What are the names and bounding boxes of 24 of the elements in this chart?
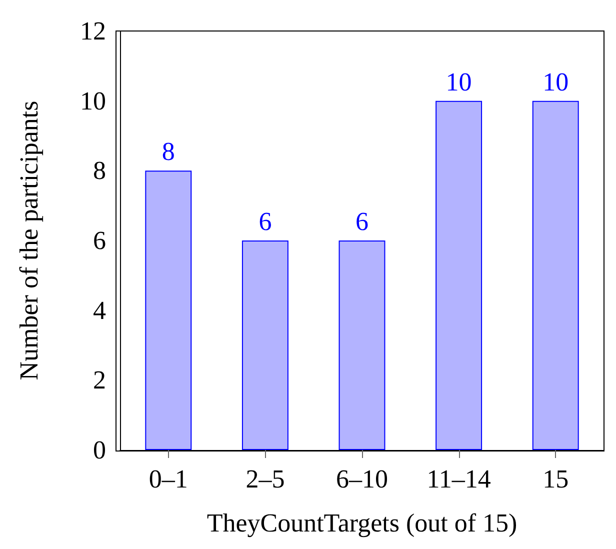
data-label: 6 xyxy=(258,207,272,236)
bar xyxy=(145,170,192,450)
x-tick-label: 11–14 xyxy=(426,464,491,494)
y-axis-title: Number of the participants xyxy=(14,100,44,380)
y-tick-label: 6 xyxy=(93,226,106,255)
x-tick-label: 0–1 xyxy=(148,464,188,494)
x-tick-label: 2–5 xyxy=(246,464,285,494)
y-tick-label: 8 xyxy=(93,156,106,186)
data-label: 6 xyxy=(356,207,368,236)
x-tick-label: 6–10 xyxy=(336,464,388,494)
bar xyxy=(338,240,386,450)
bar xyxy=(532,100,579,450)
bar xyxy=(242,240,288,450)
y-tick-label: 2 xyxy=(93,366,106,395)
x-tick-label: 15 xyxy=(542,464,569,494)
y-tick-label: 10 xyxy=(80,86,106,116)
y-tick-label: 12 xyxy=(80,16,106,46)
y-tick-label: 4 xyxy=(93,296,106,325)
bar xyxy=(436,100,482,450)
data-label: 10 xyxy=(446,67,472,96)
y-tick-label: 0 xyxy=(93,436,106,464)
x-axis-title: TheyCountTargets (out of 15) xyxy=(206,508,518,538)
data-label: 10 xyxy=(542,67,569,96)
data-label: 8 xyxy=(162,137,175,166)
